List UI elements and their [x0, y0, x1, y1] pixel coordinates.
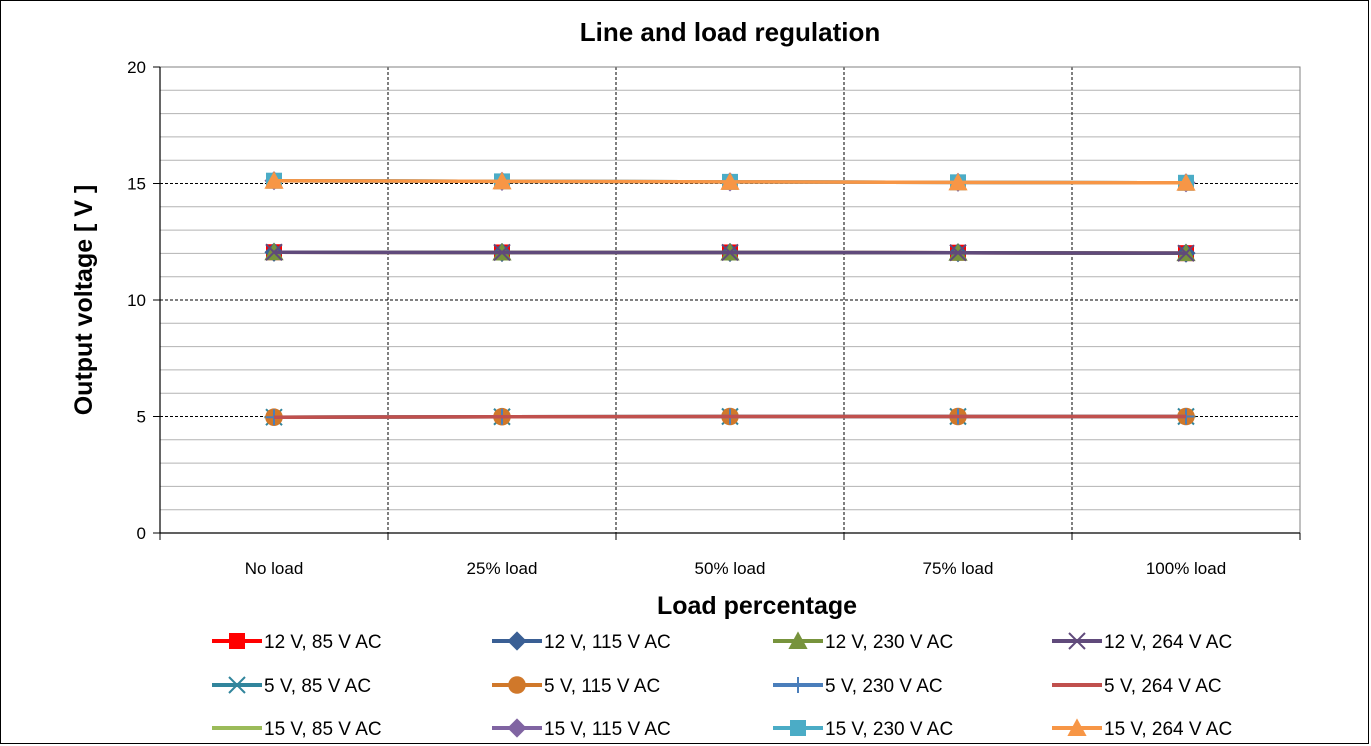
- data-point: [229, 633, 245, 649]
- legend-item: 15 V, 85 V AC: [212, 719, 382, 740]
- legend-label: 15 V, 85 V AC: [264, 719, 382, 740]
- legend-item: 5 V, 264 V AC: [1052, 676, 1222, 697]
- legend-label: 15 V, 230 V AC: [825, 719, 953, 740]
- x-axis-title: Load percentage: [657, 592, 857, 620]
- legend-label: 5 V, 85 V AC: [264, 676, 371, 697]
- y-tick-label: 20: [127, 58, 146, 77]
- data-point: [264, 171, 284, 189]
- data-point: [721, 243, 739, 262]
- legend-label: 5 V, 115 V AC: [544, 676, 660, 697]
- y-axis-title: Output voltage [ V ]: [70, 185, 98, 416]
- x-tick-label: No load: [245, 559, 304, 578]
- legend-item: 15 V, 115 V AC: [492, 718, 671, 740]
- legend-item: 15 V, 264 V AC: [1052, 718, 1232, 740]
- chart-title: Line and load regulation: [580, 17, 880, 47]
- legend-item: 12 V, 115 V AC: [492, 631, 671, 653]
- y-tick-labels: 0 5 10 15 20: [127, 58, 146, 543]
- x-tick-label: 100% load: [1146, 559, 1226, 578]
- series-12: [264, 171, 1196, 191]
- data-point: [1176, 173, 1196, 191]
- x-tick-label: 75% load: [923, 559, 994, 578]
- series-group: [264, 171, 1196, 426]
- data-point: [949, 243, 967, 262]
- x-tick-labels: No load 25% load 50% load 75% load 100% load: [245, 559, 1226, 578]
- legend-label: 15 V, 115 V AC: [544, 719, 671, 740]
- legend-item: 12 V, 85 V AC: [212, 632, 382, 653]
- legend-label: 12 V, 230 V AC: [825, 632, 953, 653]
- legend-label: 12 V, 264 V AC: [1104, 632, 1232, 653]
- legend-label: 15 V, 264 V AC: [1104, 719, 1232, 740]
- data-point: [227, 676, 247, 694]
- data-point: [788, 631, 808, 649]
- data-point: [1067, 718, 1087, 736]
- data-point: [948, 172, 968, 191]
- axes: [153, 66, 1301, 540]
- y-tick-label: 15: [127, 175, 146, 194]
- legend: 12 V, 85 V AC 12 V, 115 V AC 12 V, 230 V A…: [212, 631, 1232, 740]
- legend-item: 5 V, 85 V AC: [212, 676, 371, 697]
- data-point: [265, 243, 283, 261]
- legend-item: 5 V, 115 V AC: [492, 676, 660, 697]
- data-point: [507, 631, 527, 651]
- data-point: [1177, 244, 1195, 262]
- x-tick-label: 50% load: [695, 559, 766, 578]
- y-tick-label: 10: [127, 291, 146, 310]
- data-point: [492, 171, 512, 190]
- legend-label: 5 V, 264 V AC: [1104, 676, 1222, 697]
- data-point: [1068, 632, 1086, 650]
- y-tick-label: 5: [137, 408, 146, 427]
- x-tick-label: 25% load: [467, 559, 538, 578]
- data-point: [493, 243, 511, 262]
- legend-item: 12 V, 230 V AC: [773, 631, 953, 653]
- data-point: [508, 676, 526, 694]
- data-point: [790, 677, 806, 693]
- legend-label: 12 V, 85 V AC: [264, 632, 382, 653]
- y-tick-label: 0: [137, 524, 146, 543]
- legend-label: 5 V, 230 V AC: [825, 676, 943, 697]
- series-8: [273, 414, 1186, 419]
- data-point: [790, 720, 806, 736]
- legend-item: 12 V, 264 V AC: [1052, 632, 1232, 653]
- series-line: [273, 414, 1186, 419]
- grid: [160, 66, 1300, 533]
- data-point: [720, 172, 740, 190]
- legend-item: 5 V, 230 V AC: [773, 676, 943, 697]
- series-4: [265, 243, 1195, 262]
- legend-label: 12 V, 115 V AC: [544, 632, 671, 653]
- legend-item: 15 V, 230 V AC: [773, 719, 953, 740]
- data-point: [507, 718, 527, 738]
